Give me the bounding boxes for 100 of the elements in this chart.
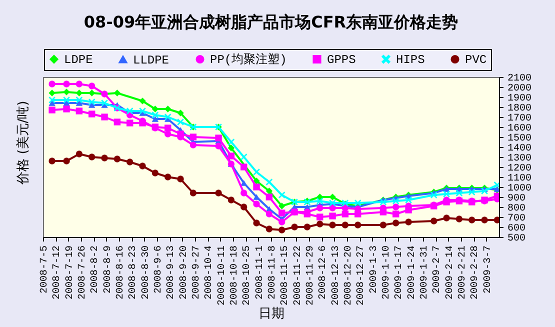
point: [240, 204, 248, 210]
point: [240, 190, 248, 196]
point: [329, 212, 336, 220]
point: [494, 216, 499, 224]
x-tick-label: 2008-11-1: [254, 246, 266, 300]
point: [88, 82, 96, 90]
point: [316, 220, 324, 228]
point: [63, 88, 70, 96]
point: [456, 190, 463, 196]
point: [88, 90, 96, 96]
point: [88, 102, 96, 108]
point: [468, 188, 476, 196]
point: [48, 158, 56, 164]
x-axis-title: 日期: [258, 306, 284, 322]
x-tick-label: 2008-12-27: [356, 246, 368, 306]
point: [152, 116, 159, 122]
point: [494, 192, 499, 200]
point: [177, 110, 184, 116]
x-tick-label: 2009-1-24: [406, 246, 418, 300]
y-tick-label: 1700: [508, 114, 532, 124]
y-tick-label: 600: [508, 224, 526, 234]
point: [316, 204, 324, 212]
x-tick-label: 2008-10-11: [216, 246, 228, 306]
point: [190, 134, 197, 140]
point: [215, 134, 222, 142]
point: [190, 142, 197, 148]
point: [126, 108, 134, 114]
x-tick-label: 2008-11-8: [268, 246, 278, 300]
x-tick-label: 2008-10-4: [204, 246, 216, 300]
point: [139, 98, 146, 104]
point: [76, 100, 83, 106]
y-tick-label: 1500: [508, 134, 532, 144]
point: [240, 180, 248, 186]
point: [63, 106, 70, 112]
point: [101, 154, 108, 162]
point: [76, 108, 83, 114]
x-tick-label: 2008-10-18: [230, 246, 240, 306]
x-tick-label: 2008-8-2: [90, 246, 102, 294]
point: [392, 220, 400, 226]
point: [342, 210, 349, 218]
x-tick-label: 2008-12-13: [330, 246, 342, 306]
point: [329, 204, 336, 212]
y-tick-label: 900: [508, 194, 526, 204]
point: [177, 176, 184, 182]
point: [215, 142, 222, 150]
point: [329, 194, 336, 200]
point: [76, 96, 83, 104]
point: [456, 216, 463, 222]
point: [405, 206, 412, 214]
point: [291, 224, 298, 230]
point: [240, 164, 248, 170]
point: [126, 158, 134, 166]
point: [316, 198, 324, 204]
point: [253, 200, 260, 208]
point: [316, 214, 324, 220]
point: [152, 170, 159, 176]
point: [342, 222, 349, 228]
point: [468, 216, 476, 224]
point: [101, 114, 108, 120]
point: [228, 144, 235, 152]
x-tick-label: 2008-7-5: [40, 246, 50, 294]
point: [114, 156, 121, 162]
y-tick-label: 1300: [508, 154, 532, 164]
point: [164, 124, 172, 132]
x-tick-label: 2009-1-10: [382, 246, 392, 300]
x-tick-label: 2008-8-9: [102, 246, 114, 294]
x-tick-label: 2009-2-21: [458, 246, 468, 300]
point: [304, 224, 311, 230]
x-tick-label: 2009-2-28: [470, 246, 482, 300]
x-tick-label: 2008-9-6: [154, 246, 164, 294]
y-tick-label: 1000: [508, 184, 532, 194]
y-tick-label: 700: [508, 214, 526, 224]
point: [405, 218, 412, 226]
point: [190, 190, 197, 196]
chart-title: 08-09年亚洲合成树脂产品市场CFR东南亚价格走势: [84, 12, 458, 32]
point: [88, 110, 96, 118]
x-tick-label: 2008-8-23: [128, 246, 140, 300]
point: [253, 184, 260, 190]
point: [88, 98, 96, 106]
point: [164, 106, 172, 112]
x-tick-label: 2008-9-20: [178, 246, 190, 300]
point: [114, 118, 121, 126]
point: [240, 154, 248, 160]
point: [278, 210, 286, 216]
y-tick-label: 1800: [508, 104, 532, 114]
point: [392, 204, 400, 210]
point: [63, 80, 70, 88]
x-tick-label: 2008-12-20: [344, 246, 354, 306]
x-tick-label: 2008-7-19: [64, 246, 76, 300]
legend-label: PVC: [465, 53, 487, 68]
x-tick-label: 2008-8-30: [140, 246, 152, 300]
legend-label: PP(均聚注塑): [210, 52, 287, 68]
point: [278, 226, 286, 234]
y-tick-label: 1900: [508, 94, 532, 104]
x-tick-label: 2008-9-13: [166, 246, 178, 300]
y-tick-label: 500: [508, 234, 526, 244]
point: [139, 162, 146, 170]
point: [152, 112, 159, 118]
point: [48, 106, 56, 114]
y-tick-label: 2000: [508, 84, 532, 94]
